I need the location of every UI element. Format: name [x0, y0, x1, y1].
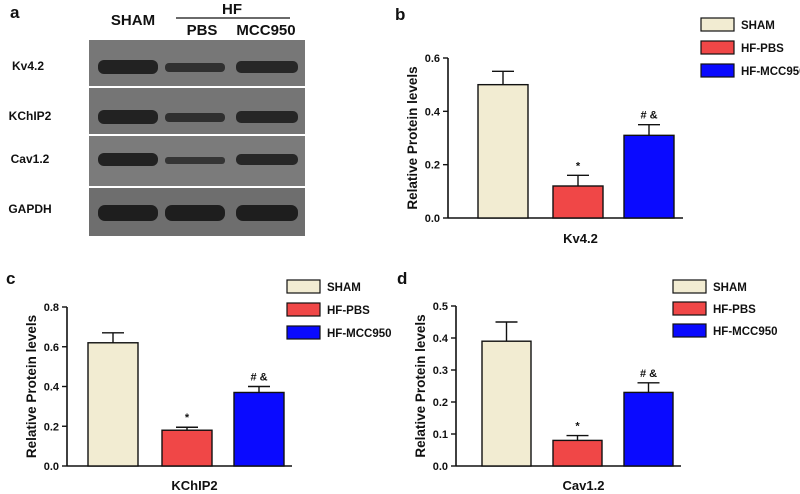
- band-cav12-sham: [98, 153, 158, 166]
- legend-label: HF-PBS: [741, 43, 784, 55]
- legend-swatch: [286, 279, 321, 294]
- row-label-kchip2: KChIP2: [9, 109, 52, 123]
- bar-hf-pbs: [552, 439, 603, 467]
- band-kchip2-mcc950: [236, 111, 298, 123]
- y-tick-label: 0.3: [433, 365, 448, 377]
- significance-annotation: *: [576, 160, 581, 172]
- legend-swatch: [672, 279, 707, 294]
- y-tick-label: 0.4: [433, 333, 449, 345]
- x-axis-label: KChIP2: [171, 478, 217, 493]
- chart-b: 0.0 0.2 0.4 0.6 Relative Protein levels Kv4.2…: [405, 17, 800, 246]
- y-axis-label: Relative Protein levels: [413, 314, 428, 457]
- y-tick-label: 0.4: [425, 106, 441, 118]
- legend-label: HF-MCC950: [327, 328, 392, 340]
- bar-hf-mcc950: [623, 134, 675, 219]
- legend-label: HF-PBS: [327, 305, 370, 317]
- y-axis-label: Relative Protein levels: [24, 315, 39, 458]
- legend-swatch: [286, 325, 321, 340]
- y-tick-label: 0.0: [425, 213, 440, 225]
- legend-label: SHAM: [741, 20, 775, 32]
- legend-label: HF-MCC950: [741, 66, 800, 78]
- lane-header-mcc950: MCC950: [236, 22, 295, 39]
- y-tick-label: 0.6: [44, 342, 59, 354]
- legend-label: SHAM: [713, 282, 747, 294]
- legend-swatch: [286, 302, 321, 317]
- x-axis-label: Cav1.2: [563, 478, 605, 493]
- bar-sham: [481, 340, 532, 467]
- bar-hf-mcc950: [233, 391, 285, 467]
- y-tick-label: 0.2: [433, 397, 448, 409]
- legend-swatch: [672, 323, 707, 338]
- y-tick-label: 0.4: [44, 382, 60, 394]
- y-tick-label: 0.1: [433, 429, 448, 441]
- legend-swatch: [672, 301, 707, 316]
- row-label-kv42: Kv4.2: [12, 59, 44, 73]
- band-kv42-mcc950: [236, 61, 298, 73]
- y-tick-label: 0.6: [425, 53, 440, 65]
- significance-annotation: *: [575, 421, 580, 433]
- lane-header-pbs: PBS: [187, 22, 218, 39]
- panel-letter-c: c: [6, 269, 15, 288]
- y-axis-label: Relative Protein levels: [405, 66, 420, 209]
- significance-annotation: # &: [250, 372, 267, 384]
- row-label-cav12: Cav1.2: [11, 152, 50, 166]
- significance-annotation: # &: [640, 368, 657, 380]
- y-tick-label: 0.8: [44, 302, 59, 314]
- y-tick-label: 0.2: [44, 421, 59, 433]
- bar-sham: [477, 83, 529, 219]
- band-gapdh-mcc950: [236, 205, 298, 221]
- legend-label: HF-MCC950: [713, 326, 778, 338]
- band-kchip2-sham: [98, 110, 158, 124]
- lane-header-sham: SHAM: [111, 12, 155, 29]
- legend-label: SHAM: [327, 282, 361, 294]
- panel-a: a SHAM HF PBS MCC950 Kv4.2 KChIP2 Cav1.2…: [8, 1, 305, 236]
- y-tick-label: 0.5: [433, 301, 448, 313]
- legend-label: HF-PBS: [713, 304, 756, 316]
- band-cav12-pbs: [165, 157, 225, 164]
- significance-annotation: *: [185, 412, 190, 424]
- row-label-gapdh: GAPDH: [8, 202, 51, 216]
- bar-hf-mcc950: [623, 391, 674, 467]
- chart-d: 0.0 0.1 0.2 0.3 0.4 0.5 Relative Protein level…: [413, 279, 778, 493]
- panel-letter-b: b: [395, 5, 405, 24]
- group-header-hf: HF: [222, 1, 242, 18]
- band-gapdh-sham: [98, 205, 158, 221]
- panel-letter-a: a: [10, 3, 20, 22]
- y-tick-label: 0.0: [44, 461, 59, 473]
- y-tick-label: 0.0: [433, 461, 448, 473]
- band-cav12-mcc950: [236, 154, 298, 165]
- legend-swatch: [700, 63, 735, 78]
- bar-hf-pbs: [161, 429, 213, 467]
- y-tick-label: 0.2: [425, 160, 440, 172]
- x-axis-label: Kv4.2: [563, 231, 598, 246]
- bar-hf-pbs: [552, 185, 604, 219]
- band-kchip2-pbs: [165, 113, 225, 122]
- legend-swatch: [700, 17, 735, 32]
- panel-letter-d: d: [397, 269, 407, 288]
- chart-c: 0.0 0.2 0.4 0.6 0.8 Relative Protein levels KC…: [24, 279, 392, 493]
- legend-swatch: [700, 40, 735, 55]
- significance-annotation: # &: [640, 110, 657, 122]
- bar-sham: [87, 342, 139, 467]
- band-gapdh-pbs: [165, 205, 225, 221]
- band-kv42-sham: [98, 60, 158, 74]
- band-kv42-pbs: [165, 63, 225, 72]
